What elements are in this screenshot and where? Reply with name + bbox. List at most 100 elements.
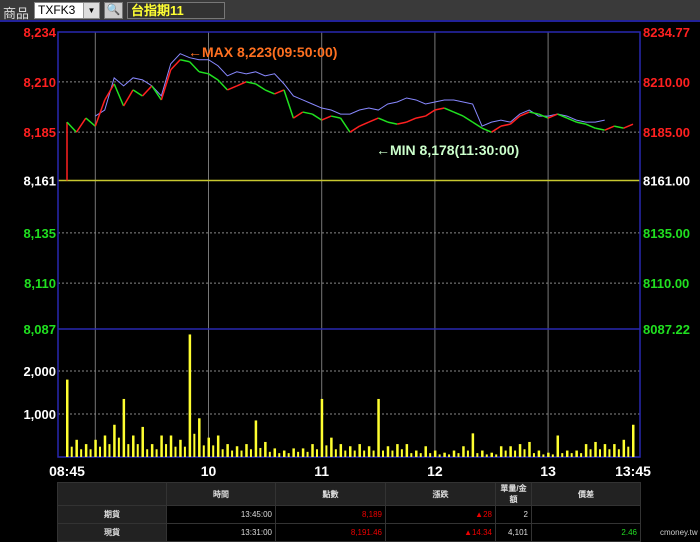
volume-bar — [405, 444, 409, 457]
volume-bar — [532, 453, 535, 457]
symbol-select[interactable]: TXFK3 ▼ — [34, 2, 100, 19]
header-cell: 漲跌 — [385, 482, 496, 506]
spread-cell — [531, 505, 641, 524]
volume-bar — [216, 435, 220, 457]
time-axis-label: 13:45 — [615, 463, 651, 479]
futures-segment — [151, 85, 162, 101]
volume-bar — [523, 449, 526, 457]
futures-segment — [397, 121, 407, 125]
chevron-down-icon[interactable]: ▼ — [83, 3, 99, 18]
volume-bar — [481, 450, 484, 457]
volume-bar — [75, 439, 78, 457]
volume-bar — [108, 444, 111, 457]
volume-bar — [315, 449, 318, 457]
volume-bar — [443, 452, 446, 457]
volume-bar — [311, 444, 314, 457]
futures-segment — [585, 123, 596, 129]
futures-segment — [302, 111, 313, 115]
toolbar: 商品 TXFK3 ▼ 🔍 台指期11 — [0, 0, 700, 22]
volume-bar — [183, 446, 186, 457]
volume-bar — [80, 449, 83, 457]
futures-segment — [538, 113, 549, 119]
volume-axis-label: 1,000 — [23, 407, 56, 422]
volume-bar — [372, 450, 375, 457]
volume-bar — [103, 435, 107, 457]
volume-bar — [419, 453, 422, 457]
volume-bar — [165, 444, 168, 457]
volume-bar — [551, 454, 554, 457]
volume-bar — [415, 450, 418, 457]
right-axis-label: 8110.00 — [643, 276, 689, 291]
volume-bar — [589, 449, 592, 457]
left-axis-label: 8,210 — [23, 75, 56, 90]
futures-segment — [94, 99, 106, 127]
watermark: cmoney.tw — [660, 528, 698, 537]
max-annotation: ←MAX 8,223(09:50:00) — [188, 44, 337, 60]
search-icon: 🔍 — [106, 4, 121, 16]
futures-segment — [368, 117, 379, 123]
futures-segment — [339, 117, 351, 133]
futures-segment — [378, 117, 389, 123]
volume-axis-label: 2,000 — [23, 364, 56, 379]
futures-segment — [283, 89, 295, 119]
volume-bar — [509, 446, 512, 457]
volume-bar — [198, 418, 201, 457]
futures-segment — [160, 69, 172, 101]
index-line — [95, 53, 605, 127]
header-cell: 價差 — [531, 482, 641, 506]
futures-segment — [208, 73, 219, 81]
volume-bar — [136, 444, 139, 457]
volume-bar — [249, 449, 252, 457]
volume-bar — [433, 450, 437, 457]
header-cell — [57, 482, 167, 506]
volume-bar — [627, 446, 630, 457]
quote-table: 時間 點數 漲跌 單量/金額 價差 期貨 13:45:00 8,189 ▲28 … — [57, 482, 641, 542]
volume-bar — [94, 439, 97, 457]
volume-bar — [617, 449, 620, 457]
volume-bar — [188, 334, 192, 457]
right-axis-label: 8087.22 — [643, 322, 690, 337]
volume-bar — [471, 433, 475, 457]
volume-bar — [547, 452, 550, 457]
futures-segment — [180, 58, 190, 63]
volume-bar — [561, 453, 564, 457]
product-label: 商品 — [3, 6, 30, 21]
futures-segment — [604, 125, 615, 131]
volume-bar — [438, 454, 441, 457]
futures-segment — [217, 79, 228, 91]
futures-segment — [500, 123, 511, 127]
search-button[interactable]: 🔍 — [104, 2, 123, 19]
right-axis-label: 8234.77 — [643, 25, 690, 40]
volume-bar — [231, 450, 234, 457]
left-axis-label: 8,161 — [23, 173, 56, 188]
left-axis-label: 8,135 — [23, 226, 56, 241]
volume-bar — [325, 445, 328, 457]
futures-segment — [519, 111, 530, 117]
volume-bar — [570, 453, 573, 457]
futures-segment — [113, 83, 125, 107]
volume-bar — [150, 444, 154, 457]
header-cell: 點數 — [275, 482, 386, 506]
volume-bar — [608, 449, 611, 457]
volume-bar — [226, 444, 229, 457]
left-axis-label: 8,185 — [23, 125, 56, 140]
futures-segment — [236, 81, 247, 87]
futures-segment — [66, 121, 77, 133]
volume-bar — [603, 444, 607, 457]
volume-bar — [358, 444, 361, 457]
volume-bar — [396, 444, 399, 457]
futures-segment — [557, 113, 568, 119]
futures-segment — [576, 121, 586, 125]
futures-segment — [104, 83, 115, 101]
futures-segment — [434, 107, 445, 111]
volume-bar — [613, 444, 616, 457]
futures-segment — [141, 85, 153, 97]
price-cell: 8,189 — [275, 505, 386, 524]
volume-bar — [485, 454, 488, 457]
row-label: 期貨 — [57, 505, 167, 524]
right-axis-label: 8161.00 — [643, 173, 690, 188]
time-axis-label: 13 — [540, 463, 556, 479]
volume-bar — [297, 451, 300, 457]
volume-bar — [169, 435, 173, 457]
min-annotation: ←MIN 8,178(11:30:00) — [376, 142, 519, 158]
